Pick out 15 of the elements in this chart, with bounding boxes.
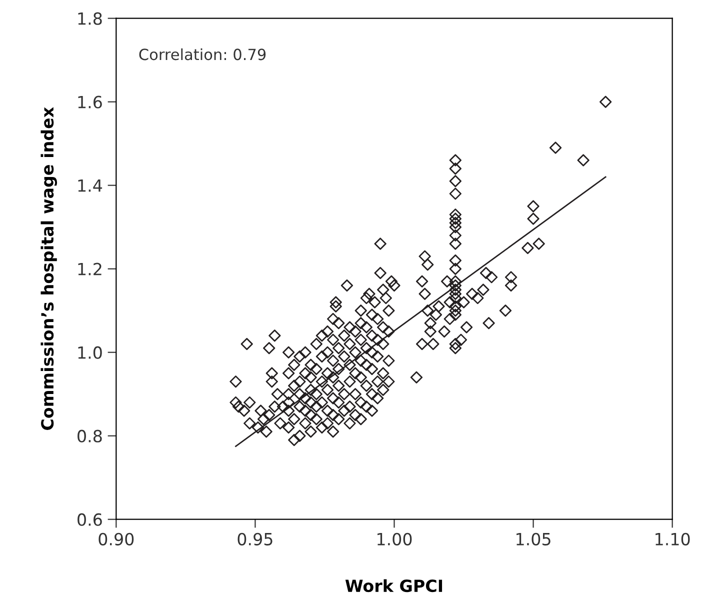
x-axis-title: Work GPCI [345, 579, 442, 592]
y-tick-label: 0.6 [78, 513, 102, 526]
x-tick-label: 1.00 [378, 532, 412, 546]
annotation: Correlation: 0.79 [139, 48, 266, 60]
y-tick-label: 1.6 [78, 96, 102, 108]
y-tick-label: 1.2 [78, 262, 102, 276]
x-tick-label: 0.95 [238, 532, 272, 546]
x-tick-label: 1.10 [656, 532, 690, 546]
y-tick-label: 1.8 [78, 12, 102, 25]
y-tick-label: 0.8 [78, 430, 102, 442]
x-tick-label: 1.05 [516, 532, 550, 546]
y-axis-title: Commission’s hospital wage index [40, 107, 58, 430]
x-tick-label: 0.90 [98, 532, 134, 546]
y-tick-label: 1.4 [78, 180, 102, 192]
y-tick-label: 1.0 [78, 346, 102, 359]
